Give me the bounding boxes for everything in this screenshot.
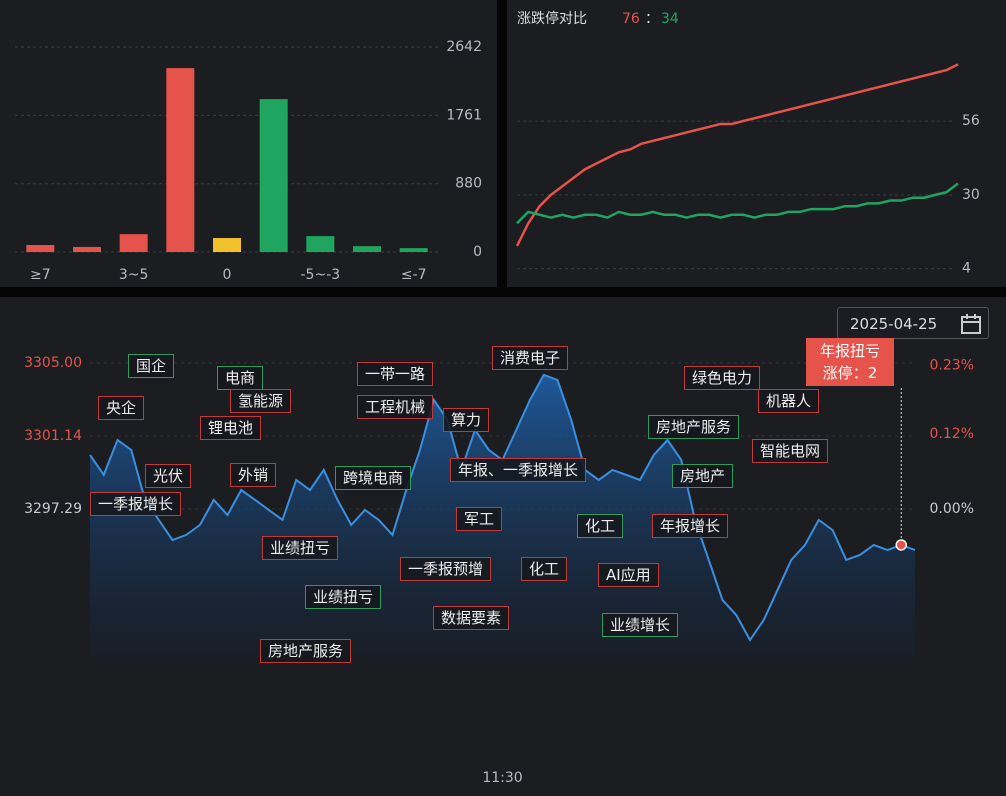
tag[interactable]: AI应用 [598,563,659,587]
y-tick-label: 4 [962,261,971,277]
y-tick-label: 30 [962,187,980,203]
tag[interactable]: 数据要素 [433,606,510,630]
date: 2025-04-25 [850,315,938,333]
y-tick-label: 3297.29 [24,501,82,517]
tag[interactable]: 业绩扭亏 [262,536,339,560]
tag[interactable]: 业绩增长 [602,613,679,637]
up-count: 76 [622,11,640,27]
bar [26,245,55,252]
tag[interactable]: 一季报增长 [90,492,182,516]
panel [507,0,1006,287]
y2-tick-label: 0.00% [930,501,974,517]
bar [353,246,381,252]
bar [306,236,335,252]
y2-tick-label: 0.12% [930,426,974,442]
y-tick-label: 3301.14 [24,428,82,444]
y-tick-label: 56 [962,113,980,129]
x-tick-label: 11:30 [482,770,522,786]
bar [399,248,428,252]
tag[interactable]: 跨境电商 [335,466,412,490]
line [516,182,959,225]
tag[interactable]: 房地产服务 [648,415,740,439]
tag[interactable]: 外销 [230,463,277,487]
tag[interactable]: 氢能源 [230,389,292,413]
tag[interactable]: 工程机械 [357,395,434,419]
date-picker[interactable]: 2025-04-25 [837,307,989,339]
x-tick-label: ≤-7 [401,267,427,283]
tag[interactable]: 年报增长 [652,514,729,538]
tag[interactable]: 消费电子 [492,346,569,370]
x-tick-label: ≥7 [30,267,51,283]
tag[interactable]: 一季报预增 [400,557,492,581]
y2-tick-label: 0.23% [930,357,974,373]
y-tick-label: 880 [455,176,482,192]
y-tick-label: 1761 [446,107,482,123]
line [515,63,959,247]
tag[interactable]: 化工 [577,514,624,538]
tag[interactable]: 央企 [98,396,145,420]
bar [166,68,195,252]
x-tick-label: -5~-3 [301,267,341,283]
highlight-title: 年报扭亏 [819,342,880,360]
tag[interactable]: 算力 [443,408,490,432]
tag[interactable]: 锂电池 [200,416,262,440]
panel [0,0,497,287]
calendar-icon [961,314,981,334]
tag[interactable]: 军工 [456,507,503,531]
tag[interactable]: 化工 [521,557,568,581]
tag[interactable]: 国企 [128,354,175,378]
label: 涨停： [822,364,868,382]
tag[interactable]: 智能电网 [752,439,829,463]
area [90,374,915,657]
bar [213,238,241,252]
highlight-tag[interactable]: 年报扭亏 涨停：2 [806,338,894,386]
separator: ： [645,11,659,27]
x-tick-label: 0 [223,267,232,283]
tag[interactable]: 绿色电力 [684,366,761,390]
tag[interactable]: 机器人 [758,389,820,413]
bar [73,246,101,252]
bar [259,99,288,252]
down-count: 34 [661,11,679,27]
highlight-count: 涨停：2 [806,362,894,384]
count: 2 [867,364,878,382]
y-tick-label: 0 [473,244,482,260]
y-tick-label: 3305.00 [24,355,82,371]
tag[interactable]: 电商 [217,366,264,390]
bar [119,234,148,252]
title: 涨跌停对比 [517,10,587,27]
tag[interactable]: 光伏 [145,464,192,488]
tag[interactable]: 房地产 [672,464,734,488]
tag[interactable]: 业绩扭亏 [305,585,382,609]
tag[interactable]: 年报、一季报增长 [450,458,587,482]
tag[interactable]: 房地产服务 [260,639,352,663]
y-tick-label: 2642 [446,39,482,55]
marker [895,539,907,551]
x-tick-label: 3~5 [119,267,149,283]
tag[interactable]: 一带一路 [357,362,434,386]
